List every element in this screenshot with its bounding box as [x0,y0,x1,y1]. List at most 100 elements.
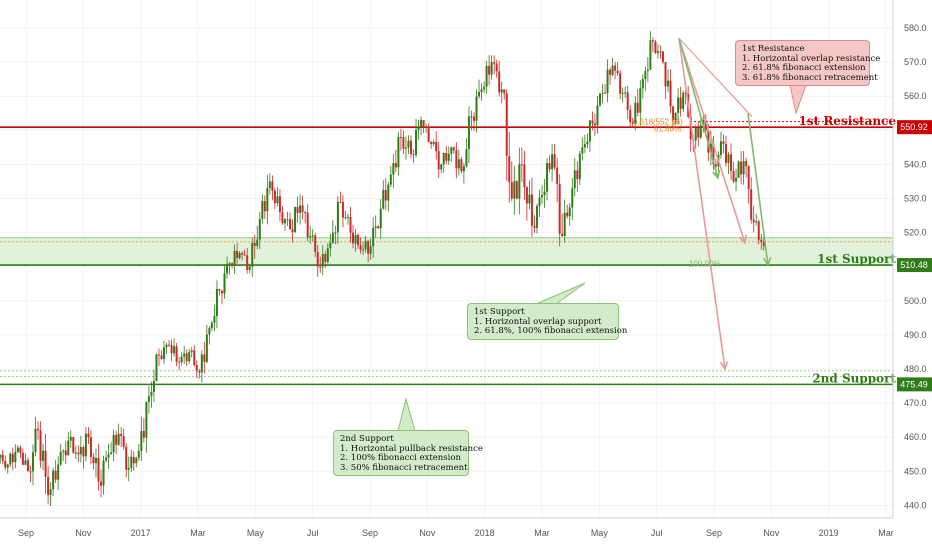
price-tick-label: 520.0 [904,228,927,238]
candle [649,40,652,70]
candle [278,196,281,213]
price-axis: 440.0450.0460.0470.0480.0490.0500.0510.0… [904,23,927,510]
price-tick-label: 490.0 [904,330,927,340]
candle [503,89,506,94]
candle [495,63,498,72]
time-tick-label: Sep [18,528,34,538]
price-tick-label: 540.0 [904,159,927,169]
candle [0,454,2,458]
candle [339,201,342,203]
resistance-callout: 1st Resistance 1. Horizontal overlap res… [735,40,881,86]
candle [253,242,256,247]
candle [117,433,120,445]
candle [301,205,304,212]
candle [165,344,168,348]
candle [362,249,365,251]
candle [122,435,125,447]
candle [69,436,72,441]
resistance-callout-line-3: 2. 61.8% fibonacci extension [742,63,866,73]
candle [576,170,579,180]
candle [215,288,218,317]
candle [44,450,47,477]
candle [39,430,42,461]
candle [140,430,143,451]
candle [614,65,617,71]
candlestick-series [0,31,765,506]
candle [16,447,19,453]
candle [354,234,357,244]
candle [359,245,362,250]
green-projection-arrow-1 [678,38,719,179]
candle [135,457,138,464]
time-tick-label: Jul [651,528,663,538]
time-tick-label: Mar [190,528,206,538]
resistance-callout-line-4: 3. 61.8% fibonacci retracement [742,72,878,83]
candle [402,137,405,149]
candle [674,112,677,121]
support1-callout-line-3: 2. 61.8%, 100% fibonacci extension [474,326,628,336]
resistance-callout-line-2: 1. Horizontal overlap resistance [742,53,881,64]
candle [289,219,292,230]
candle [556,167,559,184]
time-tick-label: 2017 [131,528,151,538]
candle [651,40,654,42]
candle [420,120,423,127]
candle [286,219,289,221]
candle [326,248,329,262]
time-tick-label: Mar [534,528,550,538]
candle [319,266,322,268]
candle [490,62,493,75]
candle [261,201,264,219]
candle [203,354,206,362]
candle [573,170,576,189]
candle [669,80,672,107]
candle [752,219,755,223]
candle [246,255,249,270]
candle [561,233,564,237]
level-labels: 1st Resistance 1st Support 2nd Support [799,114,897,385]
time-tick-label: May [247,528,265,538]
candle [175,346,178,362]
price-tick-label: 500.0 [904,296,927,306]
candle [452,147,455,151]
candle [379,208,382,229]
candle [387,184,390,201]
candle [296,207,299,213]
candle [440,164,443,170]
support1-callout-line-1: 1st Support [474,307,525,317]
candle [294,207,297,232]
candle [742,160,745,175]
candle [205,334,208,362]
candle [346,216,349,218]
candle [659,51,662,53]
candle [397,136,400,168]
candle [157,354,160,356]
candle [341,201,344,218]
red-projection-arrow-short [678,37,746,244]
candle [682,92,685,109]
candle [712,143,715,165]
candle [493,62,496,64]
candle [100,481,103,486]
candle [273,190,276,204]
candle [571,188,574,208]
candle [460,159,463,172]
price-tick-label: 440.0 [904,500,927,510]
candle [173,346,176,354]
candle [105,457,108,461]
candle [382,189,385,209]
candle [67,440,70,456]
candle [462,166,465,172]
candle [372,227,375,247]
candle [89,437,92,458]
candle [321,254,324,267]
candle [72,436,75,453]
candle [392,163,395,175]
candle [94,457,97,464]
candle [223,273,226,294]
candle [145,401,148,438]
candle [127,467,130,470]
candle [563,212,566,237]
candle [213,316,216,323]
candle [609,69,612,75]
